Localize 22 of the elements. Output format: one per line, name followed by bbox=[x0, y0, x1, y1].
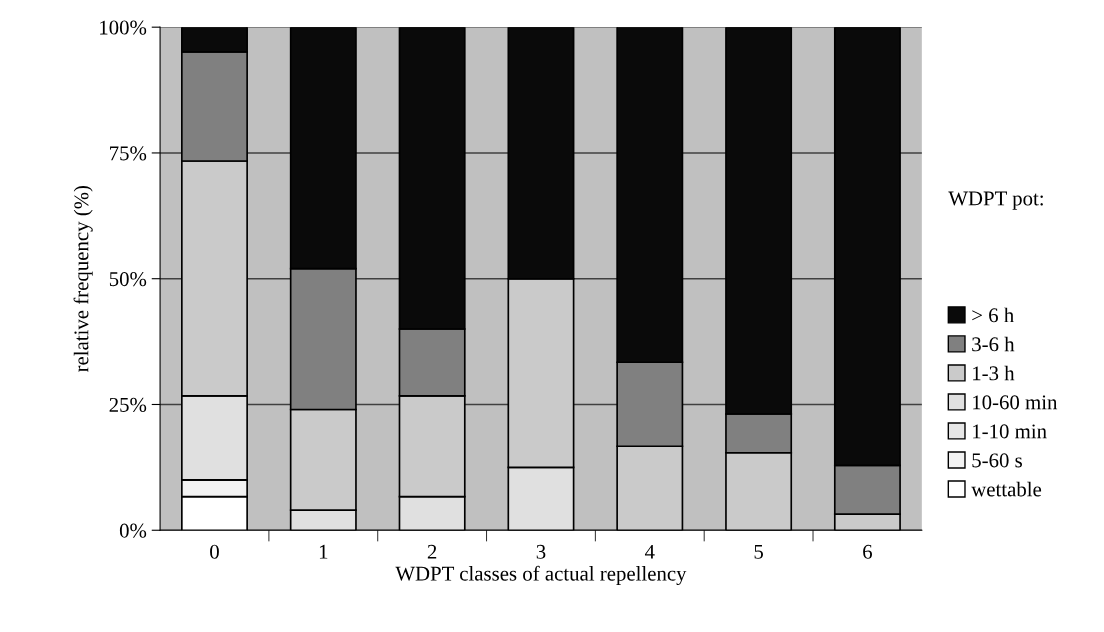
y-axis-title: relative frequency (%) bbox=[73, 185, 93, 372]
legend-label: > 6 h bbox=[972, 307, 1014, 323]
legend-label: 1-3 h bbox=[973, 365, 1015, 381]
legend-label: 5-60 s bbox=[972, 453, 1022, 468]
x-tick-label: 3 bbox=[536, 544, 546, 559]
y-tick-label: 100% bbox=[100, 20, 147, 35]
x-tick-label: 2 bbox=[427, 544, 437, 559]
legend-label: 1-10 min bbox=[973, 424, 1047, 439]
x-tick-label: 1 bbox=[319, 544, 328, 559]
legend-label: 3-6 h bbox=[972, 336, 1015, 352]
x-axis-title: WDPT classes of actual repellency bbox=[395, 565, 687, 585]
y-tick-label: 25% bbox=[109, 397, 147, 412]
legend-label: 10-60 min bbox=[973, 395, 1058, 410]
x-tick-label: 5 bbox=[754, 544, 763, 559]
x-tick-label: 4 bbox=[644, 544, 655, 559]
y-tick-label: 0% bbox=[119, 523, 147, 538]
x-tick-label: 6 bbox=[863, 544, 873, 559]
x-tick-label: 0 bbox=[210, 544, 219, 559]
legend-label: wettable bbox=[971, 481, 1042, 497]
legend-title: WDPT pot: bbox=[948, 191, 1043, 210]
y-tick-label: 50% bbox=[109, 272, 147, 287]
y-tick-label: 75% bbox=[110, 146, 147, 161]
